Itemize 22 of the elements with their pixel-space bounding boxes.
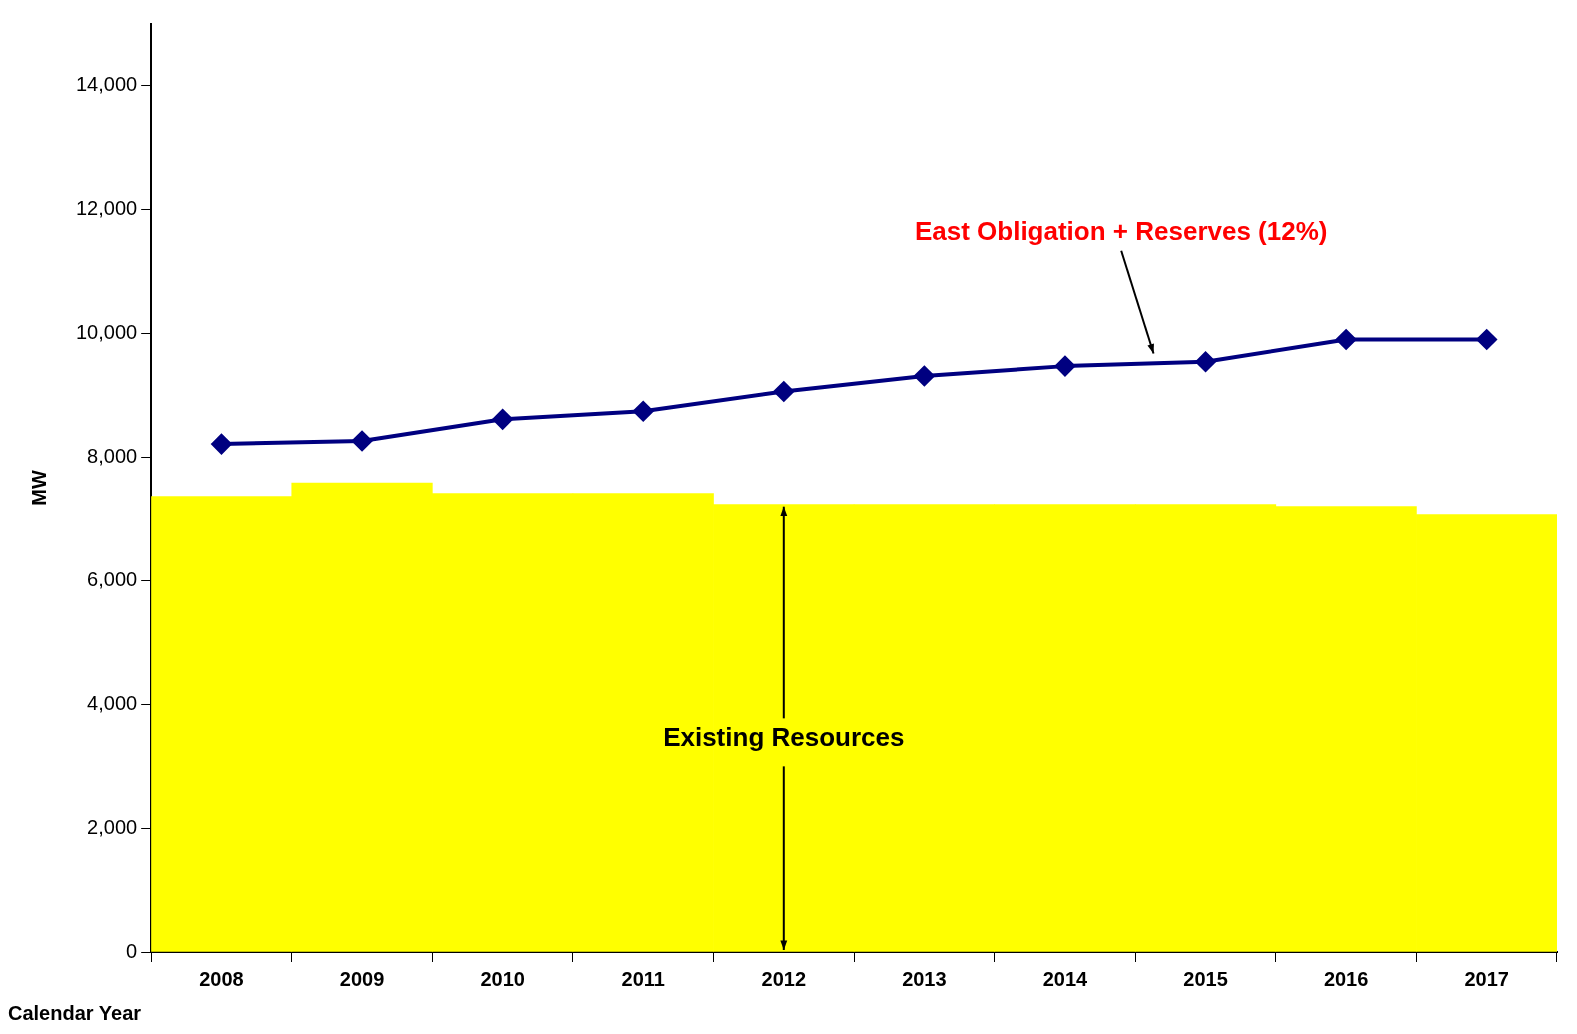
y-tick-label: 4,000 (87, 692, 138, 715)
y-tick-label: 6,000 (87, 568, 138, 591)
y-tick-label: 10,000 (76, 320, 138, 343)
y-tick-label: 0 (126, 939, 138, 962)
y-tick-label: 8,000 (87, 444, 138, 467)
annotation: Existing Resources (663, 721, 905, 752)
x-tick-label: 2010 (480, 967, 525, 990)
y-tick-label: 2,000 (87, 815, 138, 838)
x-tick-label: 2012 (761, 967, 807, 990)
x-tick-label: 2015 (1183, 967, 1228, 990)
x-tick-label: 2014 (1042, 967, 1089, 990)
x-axis-title: Calendar Year (8, 1002, 143, 1025)
y-tick-label: 14,000 (76, 73, 138, 96)
x-tick-label: 2013 (902, 967, 947, 990)
x-tick-label: 2009 (339, 967, 385, 990)
y-tick-label: 12,000 (76, 197, 138, 220)
y-axis-title: MW (27, 470, 50, 506)
x-tick-label: 2016 (1323, 967, 1369, 990)
x-tick-label: 2017 (1464, 967, 1509, 990)
x-tick-label: 2008 (199, 967, 244, 990)
x-tick-label: 2011 (621, 967, 665, 990)
annotation: East Obligation + Reserves (12%) (914, 215, 1328, 246)
